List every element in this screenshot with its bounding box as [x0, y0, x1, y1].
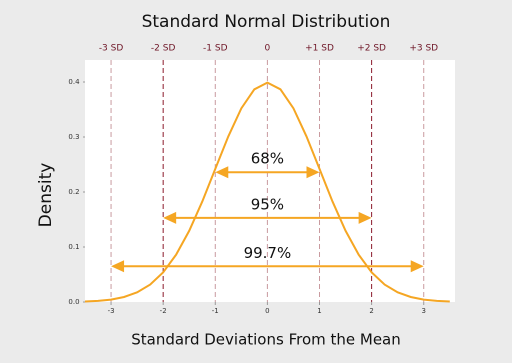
arrow-head: [163, 211, 177, 224]
arrow-head: [410, 260, 424, 273]
y-tick-label: 0.1: [68, 243, 79, 251]
y-axis-title: Density: [36, 163, 56, 228]
x-tick-label: -3: [108, 307, 115, 315]
y-tick-label: 0.4: [68, 78, 80, 86]
chart-title: Standard Normal Distribution: [142, 12, 391, 32]
x-axis-title: Standard Deviations From the Mean: [131, 331, 401, 349]
sd-label: +2 SD: [357, 44, 386, 54]
arrow-head: [306, 166, 320, 179]
sd-label: 0: [265, 44, 271, 54]
arrow-head: [215, 166, 229, 179]
plot-layer: -3 SD -2 SD -1 SD 0 +1 SD +2 SD +3 SD 0.0 0.1 0.2…: [68, 44, 450, 315]
x-tick-label: 3: [421, 307, 425, 315]
arrow-head: [358, 211, 372, 224]
x-tick-label: -2: [160, 307, 167, 315]
y-tick-label: 0.3: [68, 133, 79, 141]
sd-label: +1 SD: [305, 44, 334, 54]
x-tick-label: 2: [369, 307, 373, 315]
x-tick-label: 0: [265, 307, 269, 315]
y-tick-label: 0.2: [68, 188, 79, 196]
range-label: 68%: [251, 150, 284, 168]
arrow-head: [111, 260, 125, 273]
density-curve: [84, 81, 450, 303]
range-label: 95%: [251, 195, 284, 213]
range-label: 99.7%: [244, 244, 292, 262]
sd-label: -2 SD: [151, 44, 176, 54]
y-tick-label: 0.0: [68, 298, 79, 306]
x-tick-label: -1: [212, 307, 219, 315]
sd-label: -3 SD: [99, 44, 124, 54]
sd-label: +3 SD: [409, 44, 438, 54]
plot-area: [85, 60, 455, 302]
x-tick-label: 1: [317, 307, 321, 315]
sd-label: -1 SD: [203, 44, 228, 54]
